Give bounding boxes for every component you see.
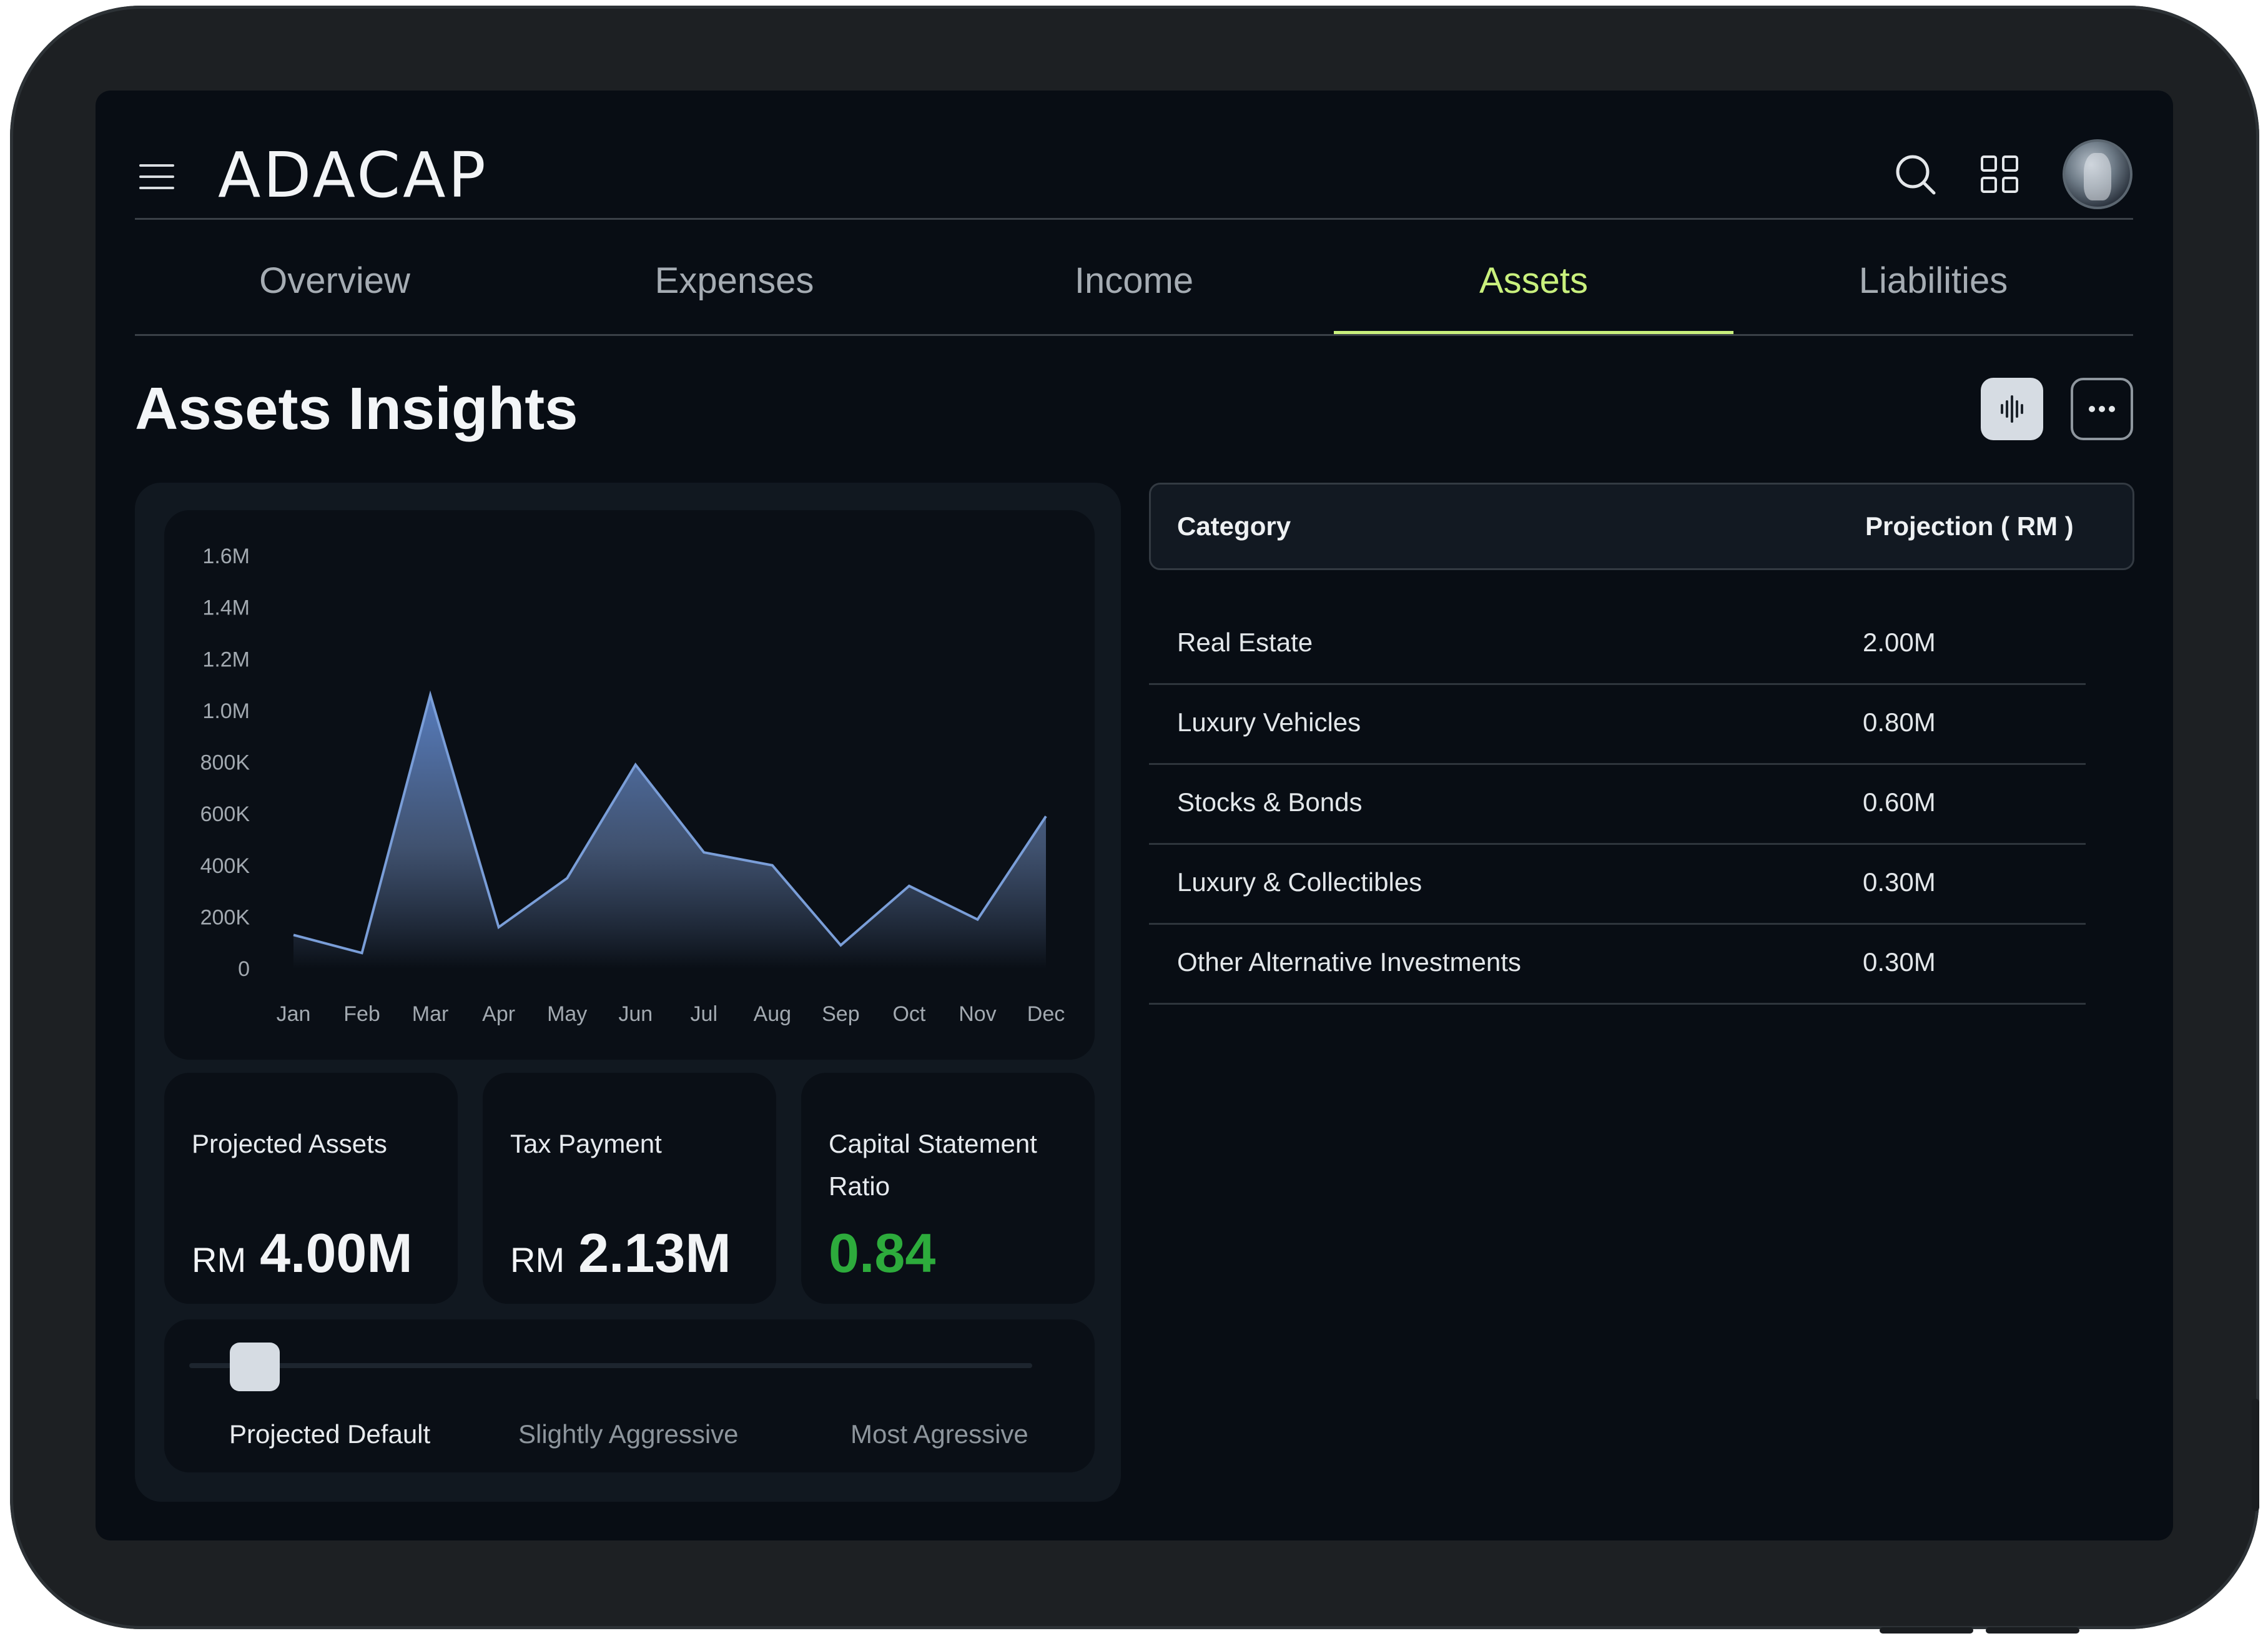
x-tick-label: Oct xyxy=(892,1002,925,1026)
chart-toggle-button[interactable] xyxy=(1981,378,2043,440)
more-options-button[interactable] xyxy=(2071,378,2133,440)
x-tick-label: Nov xyxy=(959,1002,996,1026)
stat-value: RM 4.00M xyxy=(192,1222,413,1284)
cell-projection: 0.80M xyxy=(1863,707,1936,737)
tab-overview[interactable]: Overview xyxy=(259,260,410,301)
stat-label: Tax Payment xyxy=(510,1129,662,1158)
x-tick-label: Dec xyxy=(1027,1002,1065,1026)
tabs-divider xyxy=(135,334,2133,336)
tab-bar: Overview Expenses Income Assets Liabilit… xyxy=(135,234,2133,334)
x-tick-label: Sep xyxy=(822,1002,860,1026)
risk-option-default[interactable]: Projected Default xyxy=(229,1419,431,1449)
data-point-feb[interactable] xyxy=(358,949,366,957)
asset-chart-card: 0 200K 400K 600K 800K 1.0M 1.2M 1.4M 1.6M Jan Feb M… xyxy=(164,510,1095,1060)
tab-income[interactable]: Income xyxy=(1074,260,1194,301)
data-point-dec[interactable] xyxy=(1042,812,1050,820)
grid-icon[interactable] xyxy=(1980,155,2019,194)
header-divider xyxy=(135,218,2133,220)
y-tick-label: 200K xyxy=(200,905,250,929)
data-point-may[interactable] xyxy=(563,874,571,882)
table-row[interactable]: Luxury & Collectibles 0.30M xyxy=(1149,845,2086,925)
y-tick-label: 1.6M xyxy=(202,545,250,568)
cell-projection: 0.30M xyxy=(1863,867,1936,897)
page-title: Assets Insights xyxy=(135,375,578,442)
cell-category: Other Alternative Investments xyxy=(1177,947,1521,977)
table-row[interactable]: Luxury Vehicles 0.80M xyxy=(1149,685,2086,765)
cell-category: Luxury & Collectibles xyxy=(1177,867,1422,897)
search-icon[interactable] xyxy=(1894,153,1938,197)
cell-category: Stocks & Bonds xyxy=(1177,787,1363,817)
x-tick-label: Jan xyxy=(277,1002,311,1026)
stat-value: RM 2.13M xyxy=(510,1222,731,1284)
table-row[interactable]: Other Alternative Investments 0.30M xyxy=(1149,925,2086,1005)
y-tick-label: 1.0M xyxy=(202,699,250,723)
table-row[interactable]: Stocks & Bonds 0.60M xyxy=(1149,765,2086,845)
table-header: Category Projection ( RM ) xyxy=(1149,483,2134,570)
svg-text:ADACAP: ADACAP xyxy=(218,145,488,208)
y-tick-label: 1.2M xyxy=(202,648,250,671)
y-tick-label: 800K xyxy=(200,751,250,775)
cell-category: Luxury Vehicles xyxy=(1177,707,1361,737)
capital-ratio-card: Capital Statement Ratio 0.84 xyxy=(801,1073,1095,1304)
user-avatar[interactable] xyxy=(2063,139,2132,209)
data-point-nov[interactable] xyxy=(974,916,981,924)
asset-area-chart: 0 200K 400K 600K 800K 1.0M 1.2M 1.4M 1.6M Jan Feb M… xyxy=(200,545,1065,1026)
x-tick-label: Apr xyxy=(482,1002,515,1026)
tab-expenses[interactable]: Expenses xyxy=(654,260,814,301)
data-point-jan[interactable] xyxy=(290,931,297,939)
x-tick-label: Jun xyxy=(618,1002,653,1026)
table-row[interactable]: Real Estate 2.00M xyxy=(1149,605,2086,685)
cell-category: Real Estate xyxy=(1177,628,1313,657)
hamburger-menu-icon[interactable] xyxy=(139,164,174,189)
column-header-projection[interactable]: Projection ( RM ) xyxy=(1865,511,2074,541)
y-tick-label: 1.4M xyxy=(202,596,250,620)
series-line xyxy=(293,690,1047,955)
y-tick-label: 400K xyxy=(200,854,250,878)
stat-label: Projected Assets xyxy=(192,1129,387,1158)
app-screen: ADACAP Overview Expenses Income Assets L… xyxy=(96,91,2173,1540)
stat-value: 0.84 xyxy=(829,1222,936,1284)
risk-slider-thumb[interactable] xyxy=(230,1343,280,1391)
data-point-apr[interactable] xyxy=(495,924,503,931)
cell-projection: 0.30M xyxy=(1863,947,1936,977)
data-point-mar[interactable] xyxy=(426,691,434,699)
data-point-jul[interactable] xyxy=(700,849,708,856)
tab-liabilities[interactable]: Liabilities xyxy=(1858,260,2008,301)
x-tick-label: May xyxy=(547,1002,587,1026)
data-point-oct[interactable] xyxy=(905,882,913,890)
data-point-sep[interactable] xyxy=(837,942,844,949)
x-tick-label: Mar xyxy=(412,1002,449,1026)
column-header-category[interactable]: Category xyxy=(1177,511,1291,541)
risk-option-most-aggressive[interactable]: Most Agressive xyxy=(850,1419,1028,1449)
tablet-bottom-button-2 xyxy=(1986,1627,2079,1634)
app-logo: ADACAP xyxy=(218,145,488,208)
data-point-aug[interactable] xyxy=(769,862,776,869)
tablet-side-button xyxy=(2252,1399,2259,1511)
waveform-icon xyxy=(2001,395,2023,423)
x-tick-label: Aug xyxy=(754,1002,792,1026)
more-horizontal-icon xyxy=(2089,406,2115,412)
stat-label: Capital Statement Ratio xyxy=(829,1129,1037,1201)
data-point-jun[interactable] xyxy=(632,761,639,769)
y-tick-label: 0 xyxy=(238,957,250,981)
tab-assets[interactable]: Assets xyxy=(1334,234,1733,334)
risk-option-slightly-aggressive[interactable]: Slightly Aggressive xyxy=(518,1419,739,1449)
tax-payment-card: Tax Payment RM 2.13M xyxy=(483,1073,776,1304)
risk-slider-card xyxy=(164,1319,1095,1472)
area-series xyxy=(293,695,1046,968)
x-tick-label: Feb xyxy=(343,1002,380,1026)
cell-projection: 0.60M xyxy=(1863,787,1936,817)
risk-slider-track[interactable] xyxy=(189,1363,1032,1368)
y-tick-label: 600K xyxy=(200,802,250,826)
x-tick-label: Jul xyxy=(691,1002,717,1026)
cell-projection: 2.00M xyxy=(1863,628,1936,657)
tablet-bottom-button xyxy=(1880,1627,1973,1634)
projected-assets-card: Projected Assets RM 4.00M xyxy=(164,1073,458,1304)
